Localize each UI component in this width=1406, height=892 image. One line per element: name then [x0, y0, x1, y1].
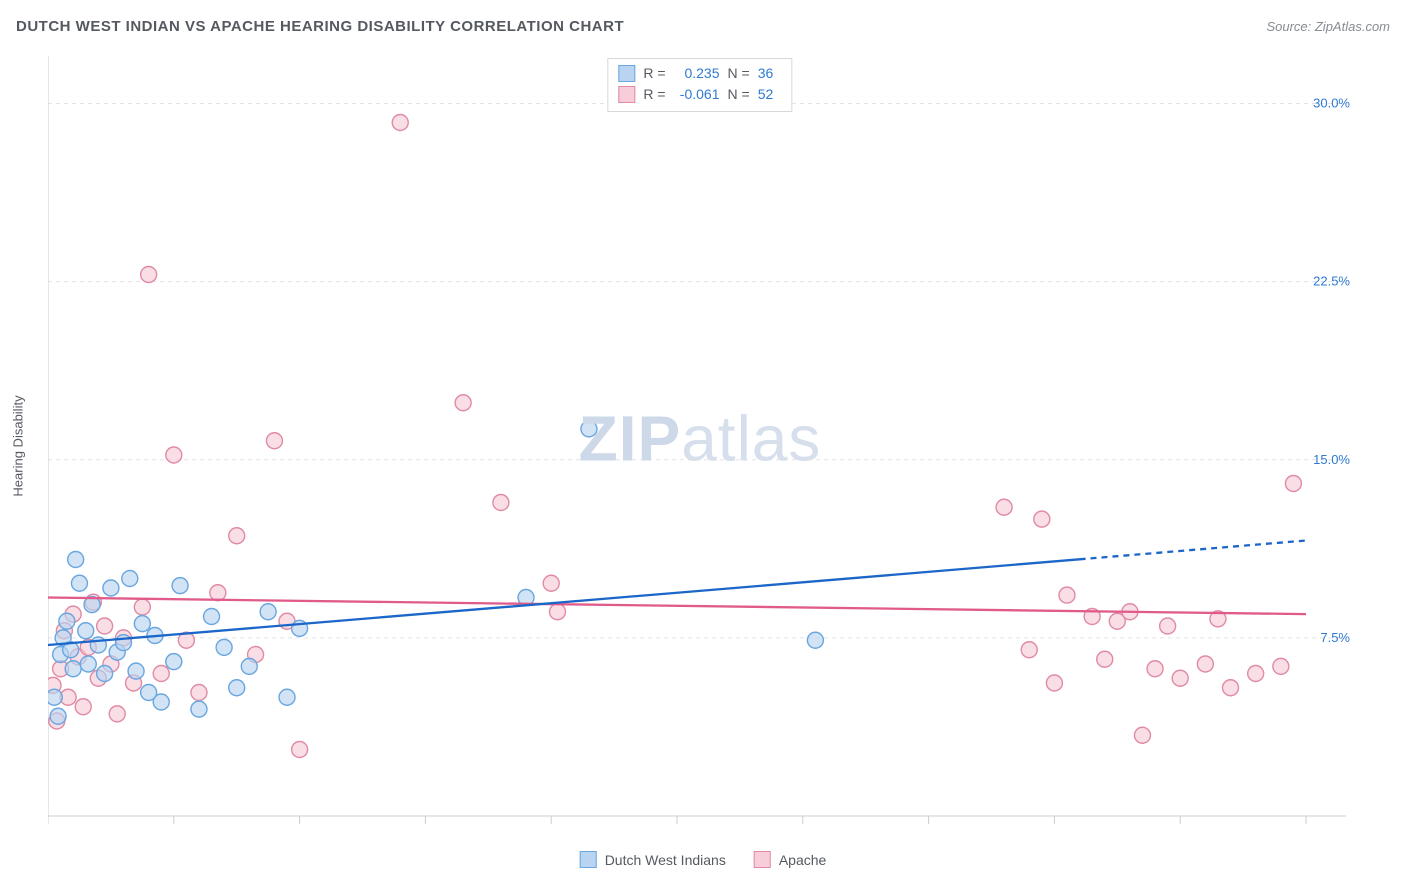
r-value-1: -0.061 — [674, 84, 720, 105]
y-axis-label: Hearing Disability — [11, 395, 26, 496]
svg-text:30.0%: 30.0% — [1313, 96, 1350, 111]
legend-label-1: Apache — [779, 852, 826, 868]
r-label: R = — [643, 63, 665, 84]
chart-source: Source: ZipAtlas.com — [1266, 19, 1390, 34]
n-label: N = — [728, 63, 750, 84]
legend-item-0: Dutch West Indians — [580, 851, 726, 868]
svg-text:15.0%: 15.0% — [1313, 452, 1350, 467]
legend-label-0: Dutch West Indians — [605, 852, 726, 868]
stats-row-series-1: R = -0.061 N = 52 — [618, 84, 781, 105]
chart-header: DUTCH WEST INDIAN VS APACHE HEARING DISA… — [16, 18, 1390, 35]
legend-swatch-0 — [618, 65, 635, 82]
r-label: R = — [643, 84, 665, 105]
stats-row-series-0: R = 0.235 N = 36 — [618, 63, 781, 84]
chart-title: DUTCH WEST INDIAN VS APACHE HEARING DISA… — [16, 18, 624, 35]
svg-text:22.5%: 22.5% — [1313, 274, 1350, 289]
legend-swatch-1 — [618, 86, 635, 103]
stats-legend: R = 0.235 N = 36 R = -0.061 N = 52 — [607, 58, 792, 112]
n-value-1: 52 — [758, 84, 782, 105]
n-label: N = — [728, 84, 750, 105]
chart-area: 7.5%15.0%22.5%30.0%0.0%100.0% ZIPatlas R… — [48, 56, 1352, 828]
scatter-plot: 7.5%15.0%22.5%30.0%0.0%100.0% — [48, 56, 1352, 828]
svg-text:7.5%: 7.5% — [1320, 630, 1350, 645]
legend-swatch-bottom-0 — [580, 851, 597, 868]
r-value-0: 0.235 — [674, 63, 720, 84]
legend-item-1: Apache — [754, 851, 826, 868]
n-value-0: 36 — [758, 63, 782, 84]
legend-swatch-bottom-1 — [754, 851, 771, 868]
bottom-legend: Dutch West Indians Apache — [580, 851, 827, 868]
